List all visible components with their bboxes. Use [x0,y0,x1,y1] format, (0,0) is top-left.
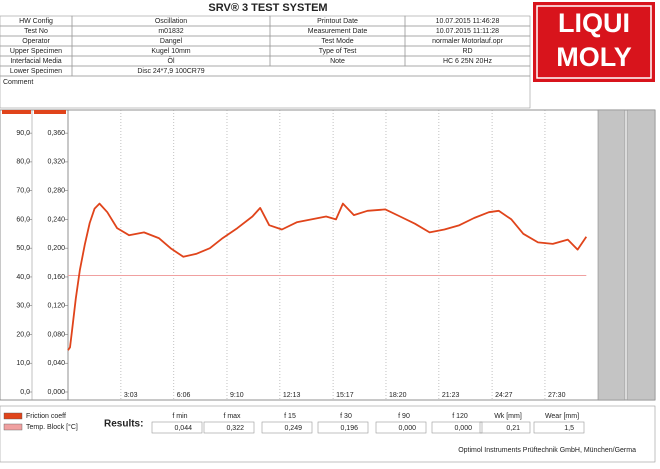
y-tick-label: 80,0 [16,159,30,166]
y-tick-label: 50,0 [16,245,30,252]
cell-text: Test No [24,28,48,35]
result-label: f 30 [340,413,352,420]
result-label: f 120 [452,413,468,420]
report-title: SRV® 3 TEST SYSTEM [208,2,327,14]
cell-text: Lower Specimen [10,68,62,75]
logo-text: LIQUI [558,8,630,38]
y-tick-label: 20,0 [16,331,30,338]
cell-text: Dangel [160,38,183,45]
x-tick-label: 21:23 [442,392,460,399]
cell-text: Measurement Date [308,28,368,35]
axis-header [2,110,31,114]
y-tick-label: 10,0 [16,360,30,367]
cell-text: Öl [168,57,175,65]
legend-label: Temp. Block [°C] [26,423,78,431]
x-tick-label: 24:27 [495,392,513,399]
result-label: f 90 [398,413,410,420]
result-box [203,421,255,434]
y2-tick-label: 0,000 [47,389,65,396]
y2-tick-label: 0,160 [47,274,65,281]
result-box [151,421,203,434]
cell-text: Interfacial Media [10,58,61,65]
comment-label: Comment [3,79,33,86]
result-value: 0,249 [284,425,302,432]
result-value: 0,196 [340,425,358,432]
result-box [533,421,585,434]
cell-text: RD [462,48,472,55]
cell-text: Kugel 10mm [151,48,190,55]
table-cell [71,65,531,77]
result-box [479,421,531,434]
result-label: f min [172,413,187,420]
result-box [261,421,313,434]
x-tick-label: 15:17 [336,392,354,399]
x-tick-label: 27:30 [548,392,566,399]
axis-header [34,110,66,114]
x-tick-label: 3:03 [124,392,138,399]
cell-text: m01832 [158,28,183,35]
y2-tick-label: 0,240 [47,216,65,223]
cell-text: Upper Specimen [10,48,62,55]
footer-text: Optimol Instruments Prüftechnik GmbH, Mü… [458,447,636,454]
result-value: 0,322 [226,425,244,432]
side-panel [626,109,656,401]
result-label: Wear [mm] [545,413,579,420]
y2-tick-label: 0,120 [47,303,65,310]
x-tick-label: 6:06 [177,392,191,399]
logo-frame [536,5,652,79]
y2-tick-label: 0,280 [47,188,65,195]
cell-text: HC 6 25N 20Hz [443,58,493,65]
cell-text: Operator [22,38,50,45]
y-tick-label: 70,0 [16,188,30,195]
cell-text: Oscillation [155,18,187,25]
results-title: Results: [104,419,143,430]
y-tick-label: 60,0 [16,216,30,223]
cell-text: Disc 24*7,9 100CR79 [137,68,204,75]
logo-text: MOLY [556,42,632,72]
series-line [67,202,588,351]
y-tick-label: 90,0 [16,130,30,137]
legend-label: Friction coeff [26,413,66,420]
result-box [431,421,483,434]
result-label: f 15 [284,413,296,420]
result-box [375,421,427,434]
legend-swatch [3,412,23,420]
result-value: 0,21 [506,425,520,432]
cell-text: Printout Date [317,18,358,25]
x-tick-label: 18:20 [389,392,407,399]
footer-box [0,405,656,463]
result-value: 0,000 [398,425,416,432]
cell-text: Note [330,58,345,65]
result-value: 0,044 [174,425,192,432]
y2-tick-label: 0,080 [47,331,65,338]
result-value: 1,5 [564,425,574,432]
result-label: Wk [mm] [494,413,522,420]
x-tick-label: 12:13 [283,392,301,399]
cell-text: HW Config [19,18,53,25]
cell-text: normaler Motorlauf.opr [432,38,503,45]
cell-text: 10.07.2015 11:11:28 [436,28,499,35]
cell-text: Type of Test [319,48,357,55]
cell-text: 10.07.2015 11:46:28 [436,18,500,25]
logo-box [533,2,655,82]
side-panel [597,109,626,401]
y-tick-label: 0,0 [20,389,30,396]
y-tick-label: 40,0 [16,274,30,281]
result-value: 0,000 [454,425,472,432]
y-tick-label: 30,0 [16,303,30,310]
y2-tick-label: 0,320 [47,159,65,166]
result-box [317,421,369,434]
result-label: f max [223,413,241,420]
y2-tick-label: 0,200 [47,245,65,252]
legend-swatch [3,423,23,431]
x-tick-label: 9:10 [230,392,244,399]
y2-tick-label: 0,040 [47,360,65,367]
y2-tick-label: 0,360 [47,130,65,137]
cell-text: Test Mode [321,38,353,45]
